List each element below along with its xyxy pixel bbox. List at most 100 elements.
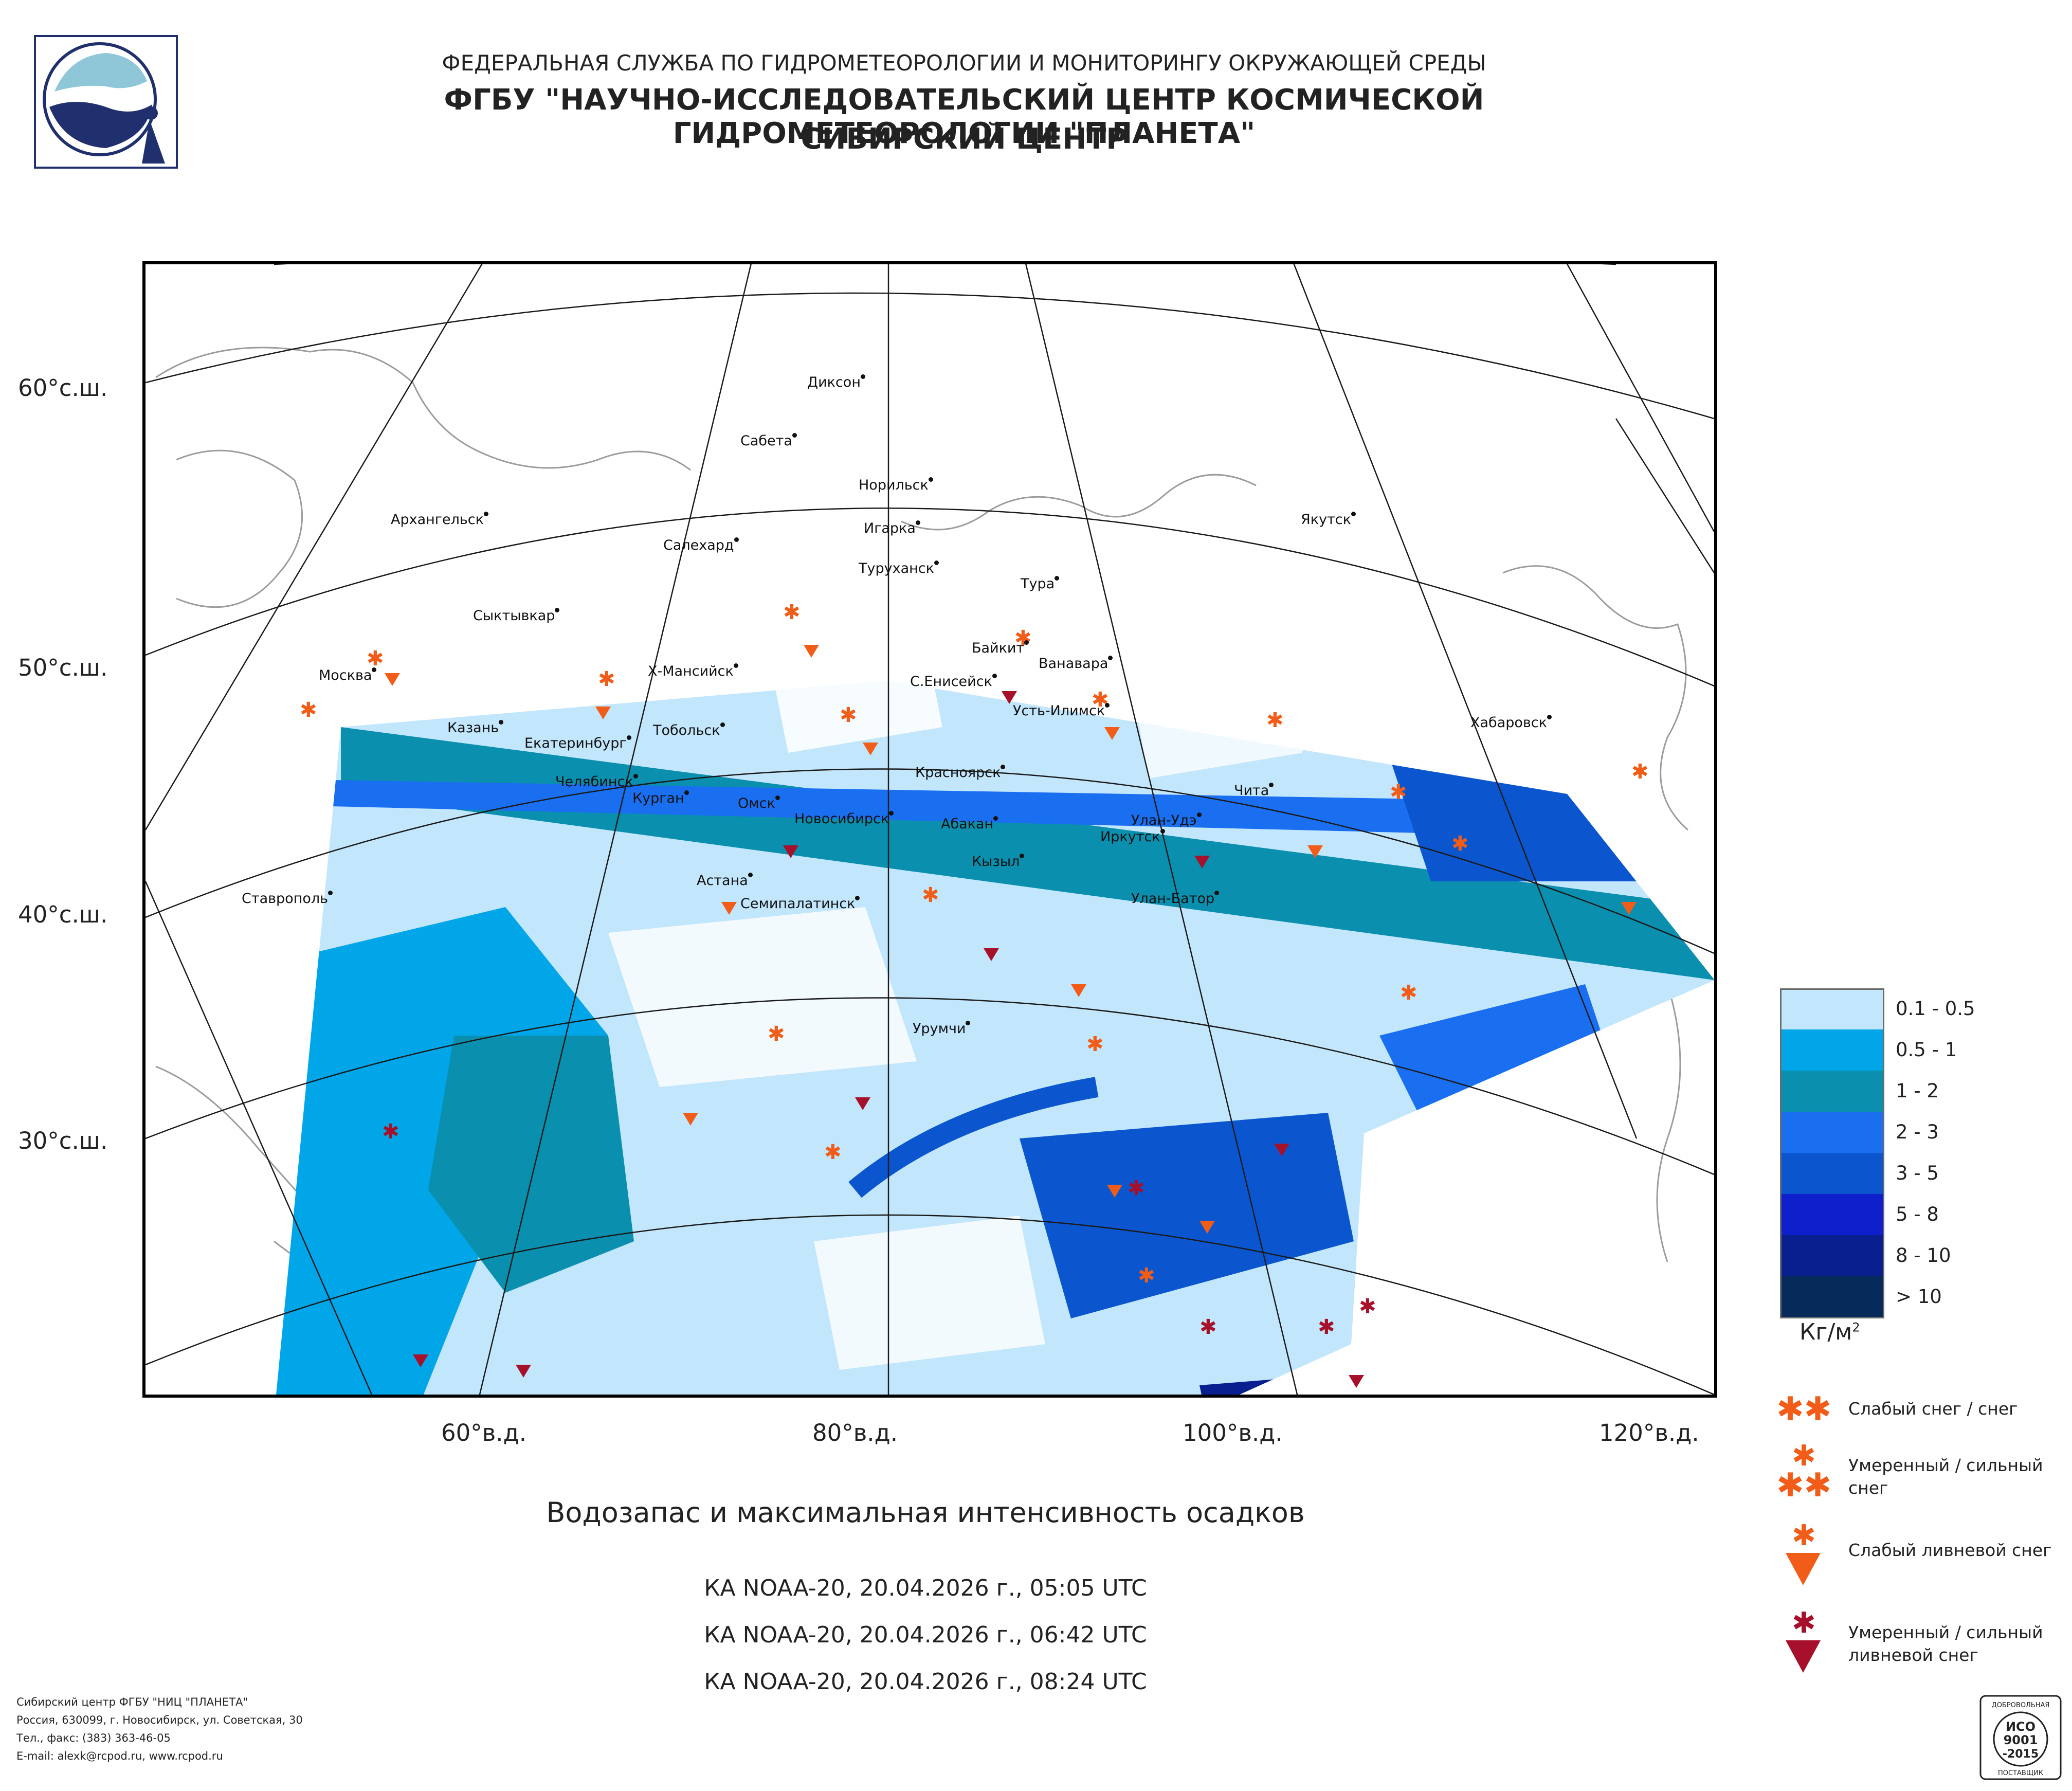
- svg-text:✱: ✱: [1014, 626, 1032, 650]
- legend-label: 8 - 10: [1896, 1244, 1951, 1267]
- lat-label-40: 40°с.ш.: [18, 901, 108, 928]
- city-label: Туруханск: [859, 560, 939, 576]
- svg-text:✱: ✱: [1199, 1315, 1217, 1339]
- city-label: Тобольск: [653, 722, 725, 738]
- lon-label-120: 120°в.д.: [1599, 1419, 1699, 1446]
- triple-snowflake-icon: ✱ ✱✱: [1776, 1439, 1831, 1505]
- svg-text:✱: ✱: [1792, 1519, 1816, 1552]
- precipitation-map: ✱ ✱ ✱ ✱ ✱ ✱ ✱ ✱ ✱ ✱ ✱ ✱ ✱ ✱ ✱ ✱ ✱ ✱ ✱ ✱ …: [146, 264, 1714, 1395]
- legend-label: 1 - 2: [1896, 1080, 1939, 1102]
- city-label: Диксон: [807, 374, 865, 390]
- svg-text:✱: ✱: [382, 1120, 399, 1144]
- city-label: Иркутск: [1100, 829, 1165, 845]
- city-label: Казань: [447, 720, 504, 736]
- city-label: Семипалатинск: [740, 896, 860, 912]
- city-label: Х-Мансийск: [648, 663, 738, 679]
- shower-symbols: [385, 645, 1637, 1388]
- svg-text:✱: ✱: [768, 1022, 785, 1046]
- svg-text:✱: ✱: [783, 601, 801, 624]
- snow-shower-icon: ✱: [1786, 1519, 1821, 1585]
- legend-unit: Кг/м2: [1800, 1319, 1860, 1345]
- city-label: Хабаровск: [1470, 715, 1552, 731]
- svg-text:ИСО: ИСО: [2006, 1720, 2035, 1734]
- header-institute: ФГБУ "НАУЧНО-ИССЛЕДОВАТЕЛЬСКИЙ ЦЕНТР КОС…: [444, 83, 1484, 150]
- water-content-legend: 0.1 - 0.5 0.5 - 1 1 - 2 2 - 3 3 - 5 5 - …: [1780, 988, 1975, 1317]
- svg-text:✱: ✱: [824, 1141, 842, 1164]
- city-label: Норильск: [859, 477, 933, 493]
- city-label: Новосибирск: [794, 811, 894, 827]
- svg-text:✱: ✱: [1631, 760, 1649, 784]
- svg-text:✱✱: ✱✱: [1776, 1467, 1831, 1501]
- legend-swatch: [1780, 1112, 1884, 1153]
- unit-text: Кг/м: [1800, 1319, 1852, 1345]
- symbol-heavy-shower-snow: ✱ Умеренный / сильный ливневой снег: [1776, 1606, 2043, 1676]
- map-panel: ✱ ✱ ✱ ✱ ✱ ✱ ✱ ✱ ✱ ✱ ✱ ✱ ✱ ✱ ✱ ✱ ✱ ✱ ✱ ✱ …: [142, 261, 1717, 1398]
- lat-label-60: 60°с.ш.: [18, 374, 108, 402]
- svg-text:✱: ✱: [1400, 981, 1417, 1005]
- city-label: Сыктывкар: [473, 608, 560, 624]
- svg-text:✱: ✱: [1792, 1440, 1816, 1473]
- svg-text:✱: ✱: [1266, 709, 1284, 732]
- city-label: Усть-Илимск: [1013, 703, 1110, 719]
- svg-text:✱✱: ✱✱: [1776, 1394, 1831, 1424]
- lat-label-30: 30°с.ш.: [18, 1127, 108, 1154]
- city-label: Ванавара: [1039, 656, 1113, 672]
- svg-text:✱: ✱: [1128, 1177, 1145, 1200]
- map-title: Водозапас и максимальная интенсивность о…: [546, 1496, 1305, 1529]
- svg-text:-2015: -2015: [2003, 1748, 2039, 1761]
- graticule: [146, 264, 1714, 1395]
- legend-label: 0.5 - 1: [1896, 1039, 1957, 1061]
- svg-text:✱: ✱: [840, 703, 857, 727]
- svg-text:✱: ✱: [1318, 1315, 1335, 1339]
- city-label: Байкит: [972, 640, 1029, 656]
- legend-row: 8 - 10: [1780, 1235, 1951, 1276]
- svg-text:✱: ✱: [922, 883, 939, 907]
- double-snowflake-icon: ✱✱: [1776, 1390, 1831, 1428]
- symbol-label: Слабый снег / снег: [1848, 1399, 2018, 1419]
- legend-label: 2 - 3: [1896, 1121, 1939, 1143]
- legend-row: 5 - 8: [1780, 1194, 1939, 1235]
- legend-row: > 10: [1780, 1276, 1942, 1317]
- footer-contacts: Сибирский центр ФГБУ "НИЦ "ПЛАНЕТА" Росс…: [16, 1693, 303, 1765]
- symbol-label: Умеренный / сильный: [1848, 1622, 2043, 1642]
- legend-label: 0.1 - 0.5: [1896, 998, 1975, 1020]
- legend-swatch: [1780, 1276, 1884, 1317]
- svg-text:✱: ✱: [598, 667, 615, 691]
- svg-text:✱: ✱: [1092, 688, 1109, 712]
- footer-address: Россия, 630099, г. Новосибирск, ул. Сове…: [16, 1714, 303, 1726]
- planeta-logo: [34, 35, 178, 169]
- legend-row: 3 - 5: [1780, 1153, 1939, 1194]
- heavy-snow-shower-icon: ✱: [1786, 1606, 1821, 1673]
- svg-text:✱: ✱: [367, 647, 384, 671]
- symbol-label: снег: [1848, 1478, 1888, 1498]
- city-label: Сабета: [740, 433, 797, 449]
- legend-label: 3 - 5: [1896, 1162, 1939, 1184]
- legend-swatch: [1780, 1071, 1884, 1112]
- legend-swatch: [1780, 988, 1884, 1029]
- svg-text:✱: ✱: [1086, 1033, 1104, 1056]
- legend-row: 2 - 3: [1780, 1112, 1939, 1153]
- legend-row: 1 - 2: [1780, 1071, 1939, 1112]
- legend-swatch: [1780, 1153, 1884, 1194]
- svg-text:✱: ✱: [300, 698, 317, 722]
- legend-swatch: [1780, 1029, 1884, 1071]
- city-label: Архангельск: [391, 512, 488, 528]
- legend-row: 0.5 - 1: [1780, 1029, 1957, 1071]
- legend-label: > 10: [1896, 1286, 1942, 1308]
- city-label: Урумчи: [913, 1021, 971, 1037]
- satellite-pass: КА NOAA-20, 20.04.2026 г., 06:42 UTC: [704, 1622, 1147, 1648]
- city-label: Якутск: [1301, 512, 1356, 528]
- satellite-pass: КА NOAA-20, 20.04.2026 г., 08:24 UTC: [704, 1669, 1147, 1695]
- city-label: Омск: [738, 795, 780, 811]
- symbol-label: Умеренный / сильный: [1848, 1455, 2043, 1475]
- lon-label-80: 80°в.д.: [812, 1419, 898, 1446]
- legend-row: 0.1 - 0.5: [1780, 988, 1975, 1029]
- svg-text:✱: ✱: [1451, 832, 1469, 856]
- svg-text:9001: 9001: [2004, 1733, 2038, 1747]
- city-label: Челябинск: [555, 774, 638, 790]
- symbol-moderate-snow: ✱ ✱✱ Умеренный / сильный снег: [1776, 1439, 2043, 1505]
- city-label: Екатеринбург: [524, 735, 631, 751]
- city-label: Астана: [697, 873, 753, 889]
- city-label: Красноярск: [915, 765, 1006, 781]
- svg-text:ДОБРОВОЛЬНАЯ: ДОБРОВОЛЬНАЯ: [1992, 1702, 2050, 1709]
